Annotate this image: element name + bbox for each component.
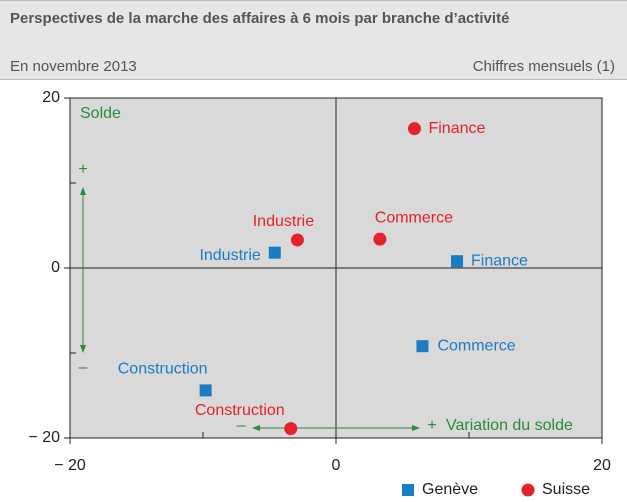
point — [416, 340, 429, 353]
y-label: Solde — [80, 105, 121, 122]
legend-marker — [521, 483, 535, 497]
legend-label: Genève — [422, 481, 478, 498]
y-tick-label: 0 — [51, 259, 60, 276]
point — [451, 255, 464, 268]
x-label: Variation du solde — [446, 417, 573, 434]
header: Perspectives de la marche des affaires à… — [0, 0, 627, 80]
y-plus: + — [78, 161, 87, 178]
x-tick-label: − 20 — [54, 457, 86, 474]
point — [284, 422, 298, 436]
point-label: Finance — [471, 252, 528, 269]
x-plus: + — [427, 417, 436, 434]
x-minus: – — [237, 417, 246, 434]
x-tick-label: 20 — [593, 457, 611, 474]
chart-title: Perspectives de la marche des affaires à… — [10, 10, 510, 27]
point-label: Industrie — [199, 247, 260, 264]
legend-label: Suisse — [542, 481, 590, 498]
point-label: Commerce — [375, 209, 453, 226]
point-label: Construction — [118, 361, 208, 378]
point — [268, 246, 281, 259]
point — [373, 232, 387, 246]
note: Chiffres mensuels (1) — [472, 58, 615, 75]
point-label: Finance — [428, 120, 485, 137]
point-label: Commerce — [437, 337, 515, 354]
y-minus: – — [79, 359, 88, 376]
y-tick-label: − 20 — [28, 429, 60, 446]
point — [199, 384, 212, 397]
point-label: Industrie — [253, 213, 314, 230]
subtitle: En novembre 2013 — [10, 58, 137, 75]
legend-marker — [402, 484, 414, 496]
point — [290, 233, 304, 247]
y-tick-label: 20 — [42, 89, 60, 106]
point — [407, 122, 421, 136]
point-label: Construction — [195, 402, 285, 419]
x-tick-label: 0 — [332, 457, 341, 474]
